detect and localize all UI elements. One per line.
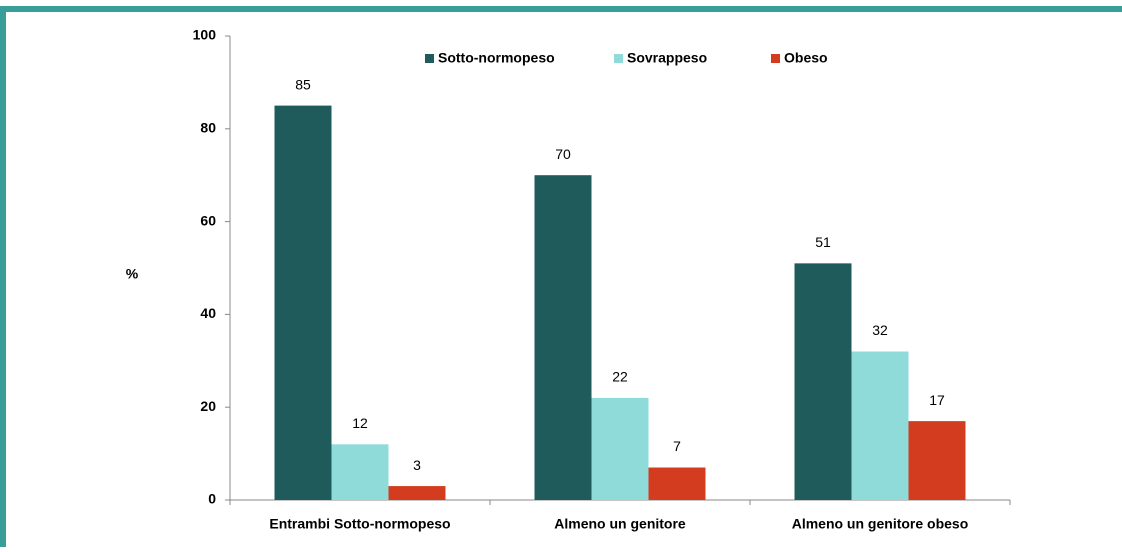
bar [591, 397, 649, 500]
value-label: 12 [352, 415, 368, 431]
value-label: 32 [872, 322, 888, 338]
legend-swatch [614, 54, 623, 63]
legend-label: Sotto-normopeso [438, 50, 555, 66]
legend-label: Obeso [784, 50, 828, 66]
bar [388, 486, 446, 500]
bar [794, 263, 852, 500]
legend-swatch [425, 54, 434, 63]
bar [851, 351, 909, 500]
bar [908, 421, 966, 500]
y-tick-label: 100 [193, 27, 217, 43]
value-label: 70 [555, 146, 571, 162]
bar [648, 467, 706, 500]
value-label: 85 [295, 76, 311, 92]
x-tick-label: Almeno un genitore [554, 516, 686, 532]
y-tick-label: 80 [200, 120, 216, 136]
frame-top [0, 6, 1122, 12]
legend-swatch [771, 54, 780, 63]
y-tick-label: 0 [208, 491, 216, 507]
x-tick-label: Entrambi Sotto-normopeso [269, 516, 450, 532]
legend-label: Sovrappeso [627, 50, 707, 66]
bar [534, 175, 592, 500]
value-label: 7 [673, 438, 681, 454]
y-tick-label: 60 [200, 212, 216, 228]
x-tick-label: Almeno un genitore obeso [792, 516, 969, 532]
value-label: 3 [413, 457, 421, 473]
value-label: 51 [815, 234, 831, 250]
bar [274, 105, 332, 500]
value-label: 17 [929, 392, 945, 408]
y-axis-label: % [126, 266, 139, 282]
frame-left [0, 6, 6, 547]
value-label: 22 [612, 369, 628, 385]
bar [331, 444, 389, 500]
y-tick-label: 20 [200, 398, 216, 414]
y-tick-label: 40 [200, 305, 216, 321]
